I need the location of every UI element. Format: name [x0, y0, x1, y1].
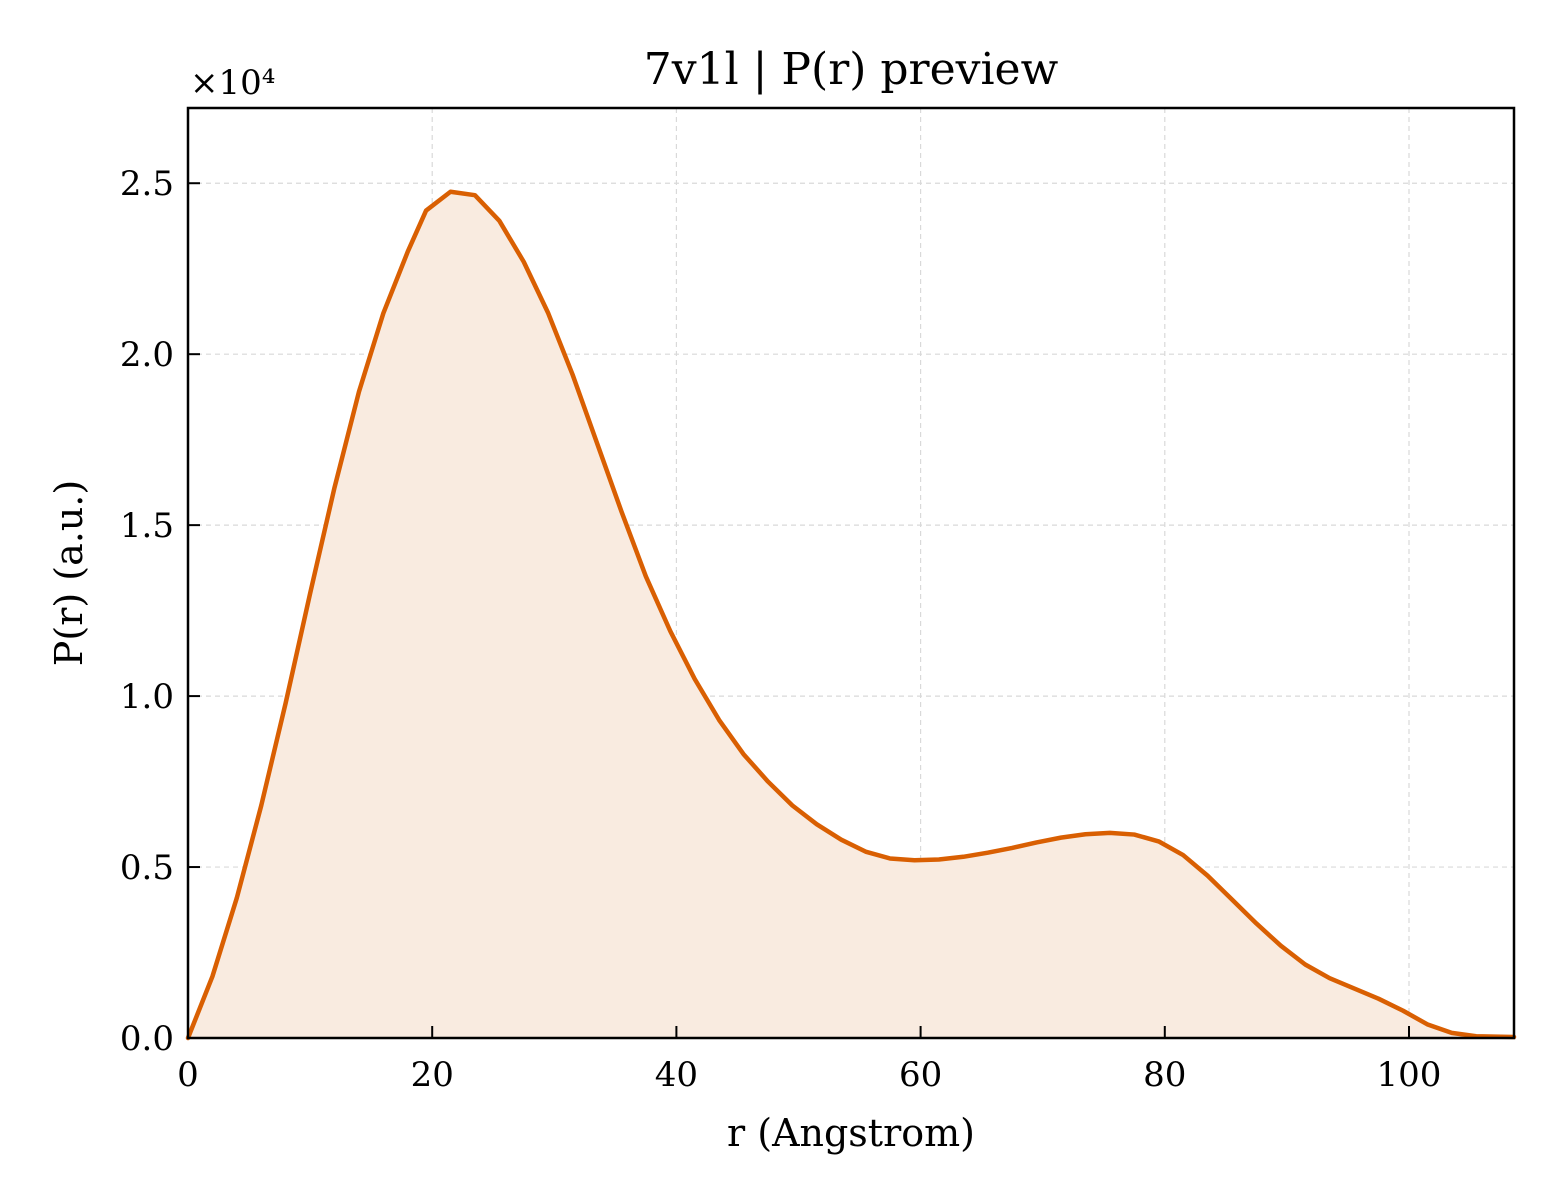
series-line	[185, 189, 1517, 1041]
axis-ticks: 0 20 40 60 80 100 0.0 0.5 1.0 1.5 2.0 2.5	[120, 164, 1442, 1095]
x-tick-label: 0	[177, 1055, 199, 1095]
y-tick-label: 1.5	[120, 506, 174, 546]
y-tick-label: 2.5	[120, 164, 174, 204]
x-tick-label: 40	[655, 1055, 698, 1095]
y-tick-label: 1.0	[120, 677, 174, 717]
y-tick-label: 0.5	[120, 848, 174, 888]
x-tick-label: 20	[411, 1055, 454, 1095]
y-tick-label: 0.0	[120, 1019, 174, 1059]
x-tick-label: 100	[1377, 1055, 1442, 1095]
area-fill	[188, 191, 1514, 1038]
y-axis-label: P(r) (a.u.)	[47, 480, 91, 666]
y-axis-multiplier: ×10⁴	[190, 63, 275, 103]
y-tick-label: 2.0	[120, 335, 174, 375]
plot-frame	[186, 106, 1516, 1040]
chart-title: 7v1l | P(r) preview	[644, 44, 1059, 95]
x-axis-label: r (Angstrom)	[727, 1111, 975, 1155]
x-tick-label: 60	[899, 1055, 942, 1095]
x-tick-label: 80	[1143, 1055, 1186, 1095]
